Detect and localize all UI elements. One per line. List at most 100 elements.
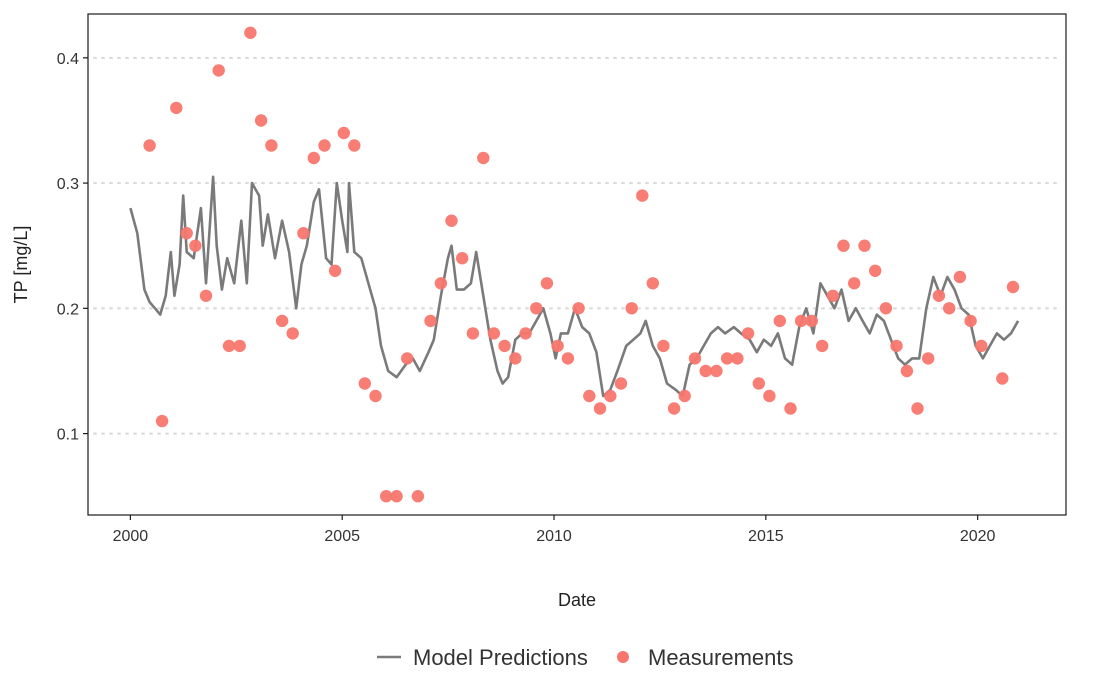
y-axis-title: TP [mg/L] bbox=[11, 226, 31, 304]
measurement-point bbox=[275, 314, 289, 328]
measurement-point bbox=[848, 277, 861, 290]
measurement-point bbox=[519, 327, 532, 340]
measurement-point bbox=[551, 339, 564, 353]
measurement-point bbox=[401, 352, 414, 365]
measurement-point bbox=[869, 264, 882, 277]
measurement-point bbox=[509, 352, 522, 365]
x-tick-label: 2000 bbox=[113, 528, 149, 545]
measurement-point bbox=[572, 302, 585, 315]
measurement-point bbox=[143, 139, 156, 152]
measurement-point bbox=[805, 314, 818, 328]
measurement-point bbox=[328, 264, 342, 277]
measurement-point bbox=[286, 327, 299, 340]
measurement-point bbox=[657, 339, 670, 353]
measurement-point bbox=[456, 252, 469, 265]
measurement-point bbox=[307, 151, 320, 165]
measurement-point bbox=[561, 352, 575, 365]
measurement-point bbox=[369, 389, 382, 403]
measurement-point bbox=[530, 302, 543, 315]
measurement-point bbox=[487, 327, 501, 340]
measurement-point bbox=[741, 327, 755, 340]
measurement-point bbox=[297, 227, 310, 240]
line-layer bbox=[129, 175, 1020, 398]
legend-label-measurements: Measurements bbox=[648, 645, 794, 670]
measurement-point bbox=[540, 277, 554, 290]
measurement-point bbox=[189, 239, 202, 252]
measurement-point bbox=[199, 289, 213, 302]
axis-layer: 0.1 0.2 0.3 0.4 2000 2005 2010 2015 2020 bbox=[57, 51, 996, 545]
measurement-point bbox=[477, 151, 490, 165]
measurement-point bbox=[816, 339, 829, 353]
measurement-point bbox=[593, 402, 607, 415]
measurement-point bbox=[604, 389, 617, 403]
measurement-point bbox=[773, 314, 786, 328]
measurement-point bbox=[720, 352, 734, 365]
measurement-point bbox=[583, 389, 596, 403]
measurement-point bbox=[710, 364, 723, 378]
point-layer bbox=[143, 26, 1020, 503]
measurement-point bbox=[763, 389, 776, 403]
measurement-point bbox=[879, 302, 893, 315]
y-tick-label: 0.3 bbox=[57, 176, 79, 193]
measurement-point bbox=[667, 402, 681, 415]
measurement-point bbox=[975, 339, 988, 353]
measurement-point bbox=[337, 126, 350, 140]
measurement-point bbox=[837, 239, 850, 252]
measurement-point bbox=[222, 339, 236, 353]
measurement-point bbox=[254, 114, 268, 127]
x-tick-label: 2010 bbox=[536, 528, 572, 545]
measurement-point bbox=[699, 364, 712, 378]
measurement-point bbox=[380, 490, 393, 503]
measurement-point bbox=[155, 414, 169, 428]
measurement-point bbox=[1006, 280, 1020, 294]
measurement-point bbox=[900, 364, 914, 378]
measurement-point bbox=[890, 339, 903, 353]
measurement-point bbox=[964, 314, 977, 328]
x-tick-label: 2015 bbox=[748, 528, 784, 545]
measurement-point bbox=[625, 302, 638, 315]
measurement-point bbox=[424, 314, 437, 328]
measurement-point bbox=[434, 277, 448, 290]
measurement-point bbox=[411, 490, 425, 503]
measurement-point bbox=[752, 377, 765, 390]
measurement-point bbox=[646, 277, 659, 290]
x-tick-label: 2005 bbox=[324, 528, 360, 545]
measurement-point bbox=[678, 389, 691, 403]
measurement-point bbox=[170, 101, 183, 115]
plot-panel-border bbox=[87, 13, 1067, 516]
measurement-point bbox=[466, 327, 480, 340]
measurement-point bbox=[794, 314, 808, 328]
measurement-point bbox=[911, 402, 924, 415]
measurement-point bbox=[731, 352, 744, 365]
measurement-point bbox=[922, 352, 935, 365]
grid-layer bbox=[93, 56, 1063, 435]
legend: Model Predictions Measurements bbox=[377, 645, 794, 670]
y-tick-label: 0.2 bbox=[57, 301, 79, 318]
measurement-point bbox=[826, 289, 840, 302]
measurement-point bbox=[265, 139, 278, 152]
legend-key-measurements bbox=[617, 651, 629, 663]
measurement-point bbox=[445, 214, 458, 227]
measurement-point bbox=[614, 377, 628, 390]
x-tick-label: 2020 bbox=[960, 528, 996, 545]
measurement-point bbox=[180, 227, 193, 240]
measurement-point bbox=[498, 339, 511, 353]
measurement-point bbox=[348, 139, 361, 152]
measurement-point bbox=[688, 352, 702, 365]
y-tick-label: 0.4 bbox=[57, 51, 79, 68]
measurement-point bbox=[858, 239, 871, 252]
measurement-point bbox=[996, 372, 1009, 385]
measurement-point bbox=[212, 64, 225, 77]
y-tick-label: 0.1 bbox=[57, 427, 79, 444]
measurement-point bbox=[358, 377, 371, 390]
x-axis-title: Date bbox=[558, 590, 596, 610]
series-line-model-predictions bbox=[129, 175, 1020, 398]
measurement-point bbox=[943, 302, 956, 315]
measurement-point bbox=[953, 270, 967, 284]
measurement-point bbox=[636, 189, 649, 202]
measurement-point bbox=[233, 339, 246, 353]
measurement-point bbox=[244, 26, 257, 39]
measurement-point bbox=[390, 490, 403, 503]
measurement-point bbox=[784, 402, 797, 415]
